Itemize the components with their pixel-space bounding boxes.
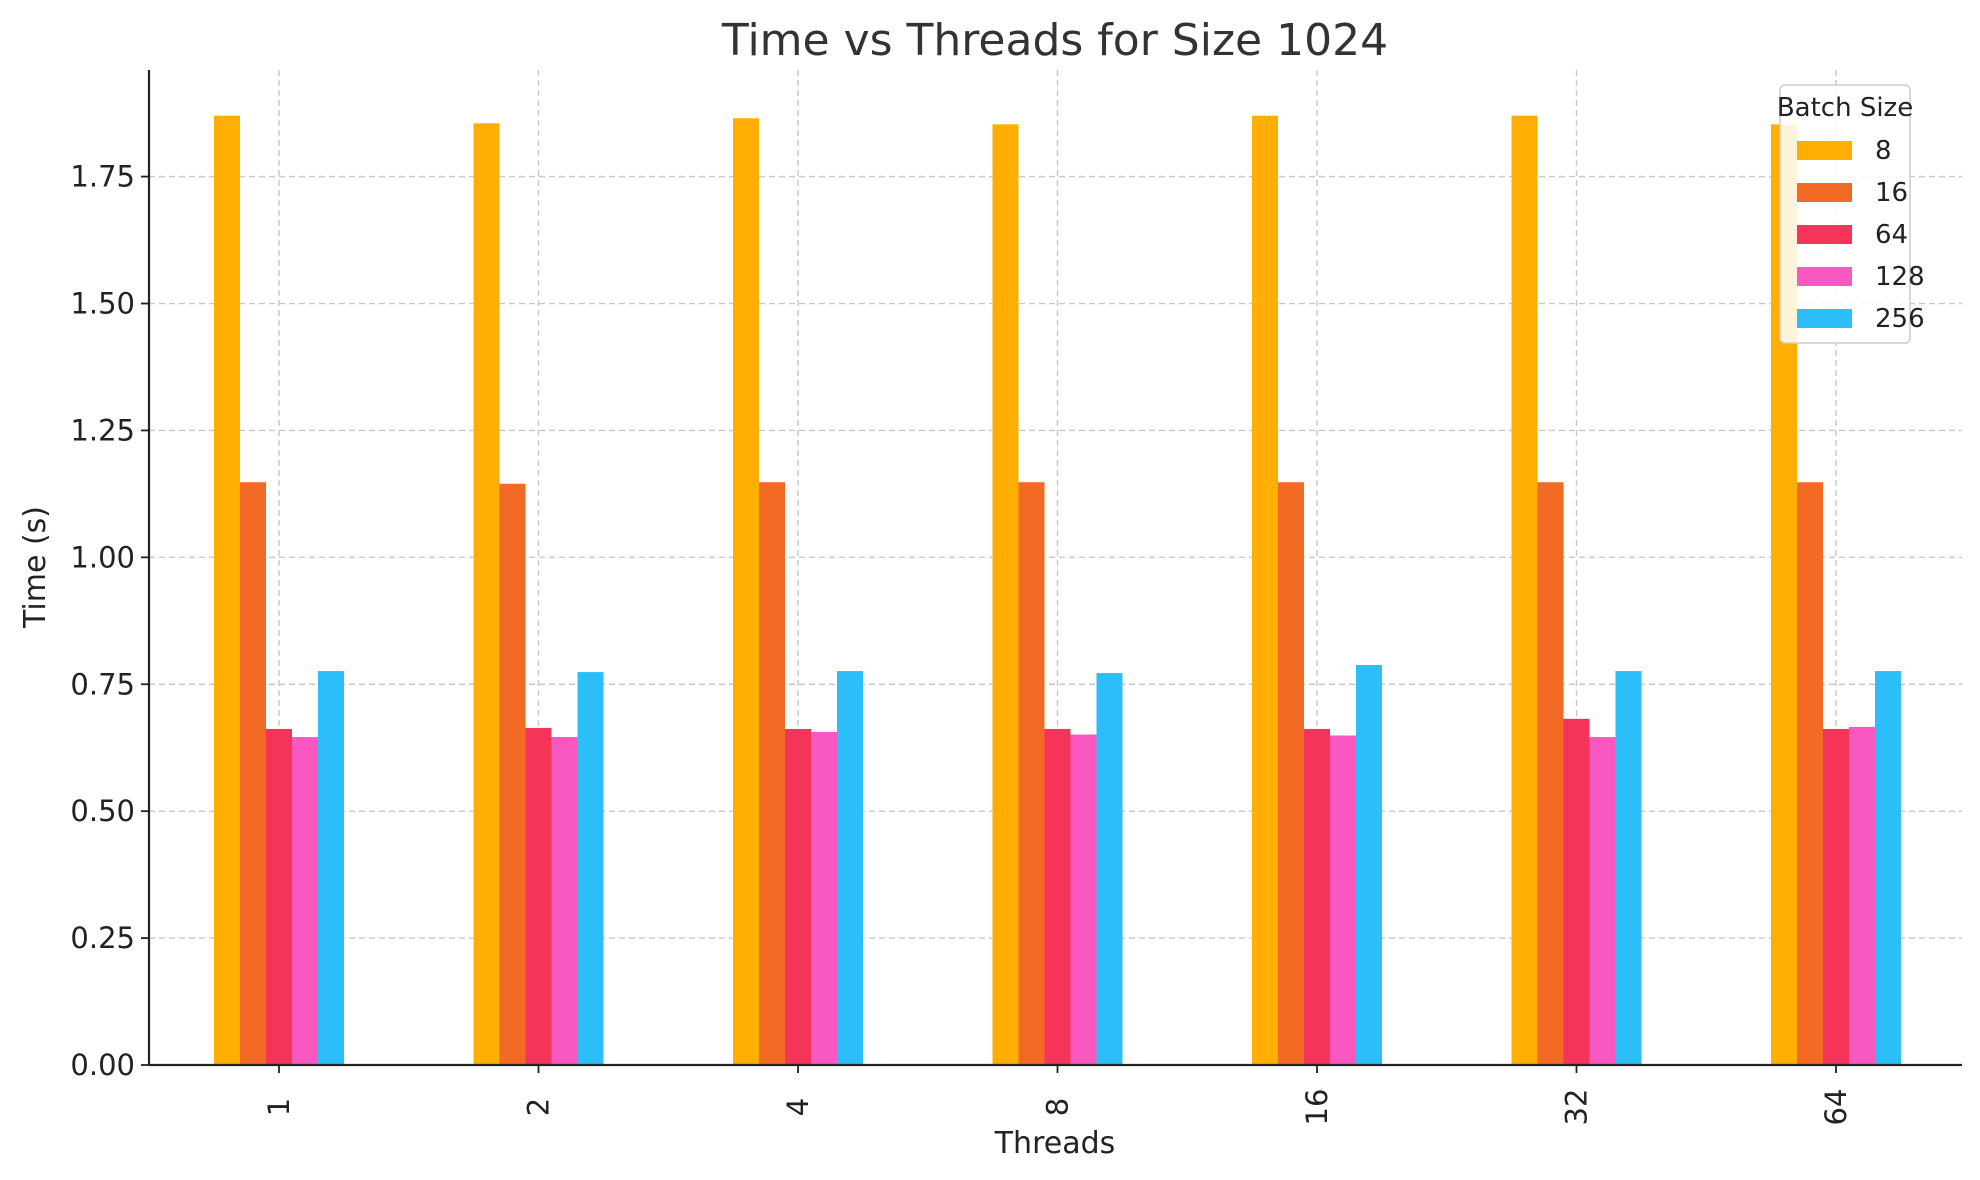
bar-64-4 — [785, 728, 811, 1065]
x-axis-label: Threads — [994, 1126, 1116, 1161]
bar-16-4 — [759, 482, 785, 1065]
legend-swatch-8 — [1797, 141, 1852, 160]
x-tick-label: 32 — [1560, 1089, 1594, 1126]
bar-16-1 — [240, 482, 266, 1065]
legend-title: Batch Size — [1777, 93, 1913, 123]
bar-256-64 — [1875, 671, 1901, 1065]
x-tick-label: 1 — [262, 1098, 296, 1116]
bar-16-16 — [1278, 482, 1304, 1065]
legend-label-16: 16 — [1875, 178, 1908, 208]
y-ticks: 0.00 0.25 0.50 0.75 1.00 1.25 1.50 1.75 — [70, 160, 149, 1082]
bars — [214, 115, 1901, 1066]
bar-8-4 — [733, 118, 759, 1065]
bar-64-32 — [1563, 718, 1590, 1065]
bar-256-8 — [1096, 673, 1123, 1065]
y-axis-label: Time (s) — [18, 506, 53, 629]
bar-16-8 — [1018, 482, 1045, 1065]
legend-swatch-256 — [1797, 309, 1852, 328]
bar-16-64 — [1797, 482, 1823, 1065]
y-tick-label: 1.50 — [70, 287, 135, 321]
bar-128-64 — [1849, 726, 1875, 1065]
bar-64-16 — [1304, 728, 1330, 1065]
x-tick-label: 2 — [522, 1098, 556, 1116]
bar-64-2 — [525, 727, 552, 1065]
legend-swatch-64 — [1797, 225, 1852, 244]
legend-label-8: 8 — [1875, 136, 1892, 166]
bar-128-32 — [1589, 737, 1616, 1065]
bar-64-8 — [1044, 728, 1071, 1065]
x-tick-label: 64 — [1819, 1089, 1853, 1126]
y-tick-label: 0.00 — [70, 1048, 135, 1082]
bar-256-4 — [837, 671, 863, 1065]
bar-16-32 — [1537, 482, 1564, 1065]
bar-256-1 — [318, 671, 344, 1065]
bar-256-16 — [1356, 664, 1382, 1065]
bar-8-8 — [992, 124, 1019, 1066]
bar-8-1 — [214, 115, 240, 1065]
x-tick-label: 8 — [1041, 1098, 1075, 1116]
y-tick-label: 1.25 — [70, 413, 135, 447]
bar-256-32 — [1615, 671, 1642, 1065]
bar-16-2 — [499, 483, 526, 1065]
x-tick-label: 16 — [1300, 1089, 1334, 1126]
bar-128-2 — [551, 737, 578, 1065]
y-tick-label: 1.75 — [70, 160, 135, 194]
y-tick-label: 0.25 — [70, 921, 135, 955]
axes — [147, 70, 1962, 1067]
legend-label-64: 64 — [1875, 220, 1908, 250]
legend-swatch-128 — [1797, 267, 1852, 286]
bar-8-2 — [473, 123, 500, 1065]
y-tick-label: 0.50 — [70, 794, 135, 828]
y-tick-label: 1.00 — [70, 540, 135, 574]
bar-128-1 — [292, 737, 318, 1065]
legend-swatch-16 — [1797, 183, 1852, 202]
x-ticks: 1 2 4 8 16 32 64 — [262, 1065, 1853, 1125]
bar-128-8 — [1070, 734, 1097, 1065]
bar-64-64 — [1823, 728, 1849, 1065]
legend-label-128: 128 — [1875, 262, 1925, 292]
bar-64-1 — [266, 728, 292, 1065]
bar-128-4 — [811, 731, 837, 1065]
x-tick-label: 4 — [781, 1098, 815, 1116]
chart-title: Time vs Threads for Size 1024 — [721, 15, 1388, 66]
bar-256-2 — [577, 672, 604, 1065]
legend: Batch Size 8 16 64 128 256 — [1777, 84, 1925, 344]
bar-8-16 — [1252, 115, 1278, 1065]
bar-128-16 — [1330, 735, 1356, 1065]
y-tick-label: 0.75 — [70, 667, 135, 701]
bar-8-32 — [1511, 115, 1538, 1065]
legend-label-256: 256 — [1875, 304, 1925, 334]
